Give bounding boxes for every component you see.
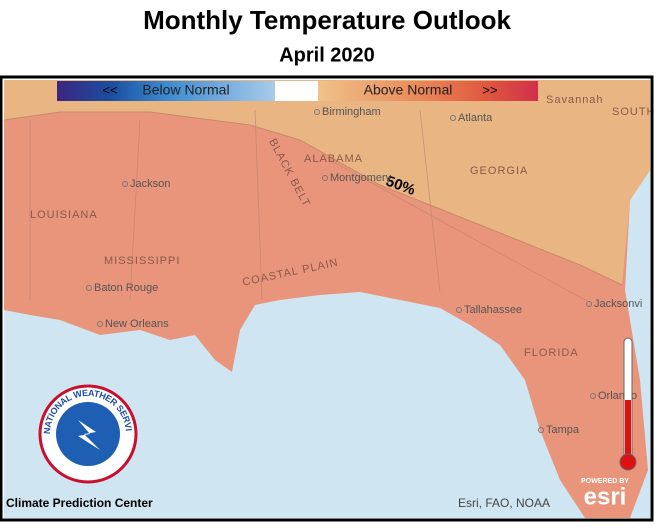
map-frame xyxy=(0,75,654,522)
legend-below xyxy=(57,81,275,101)
land-leaning xyxy=(4,80,650,285)
city-label: Tallahassee xyxy=(464,304,522,316)
esri-powered: POWERED BY xyxy=(581,478,629,485)
city-dot xyxy=(456,307,462,313)
city-dot xyxy=(322,175,328,181)
state-label: GEORGIA xyxy=(470,165,528,177)
credit-right: Esri, FAO, NOAA xyxy=(458,496,550,510)
city-label: Tampa xyxy=(546,424,580,436)
legend-above xyxy=(318,81,538,101)
city-label: Montgomery xyxy=(330,172,392,184)
thermometer-fill xyxy=(625,400,631,458)
city-label: New Orleans xyxy=(105,318,169,330)
city-label: Jackson xyxy=(130,178,170,190)
contour xyxy=(4,111,623,286)
city-label: Jacksonvi xyxy=(594,298,642,310)
subtitle: April 2020 xyxy=(279,44,375,66)
city-dot xyxy=(590,393,596,399)
legend-arrows: << xyxy=(102,82,117,97)
title: Monthly Temperature Outlook xyxy=(143,5,511,35)
city-label: Atlanta xyxy=(458,112,493,124)
city-label: Birmingham xyxy=(322,106,381,118)
state-label: Savannah xyxy=(546,94,604,106)
city-dot xyxy=(538,427,544,433)
state-label: FLORIDA xyxy=(524,347,579,359)
city-dot xyxy=(586,301,592,307)
city-dot xyxy=(450,115,456,121)
state-label: LOUISIANA xyxy=(30,209,98,221)
legend-arrows: >> xyxy=(482,82,497,97)
city-dot xyxy=(314,109,320,115)
credit-left: Climate Prediction Center xyxy=(6,496,153,510)
state-label: MISSISSIPPI xyxy=(104,255,180,267)
city-label: Baton Rouge xyxy=(94,282,158,294)
city-dot xyxy=(86,285,92,291)
legend-label: Below Normal xyxy=(142,82,229,98)
state-label: SOUTH CAROLI xyxy=(612,106,654,118)
thermometer-bulb xyxy=(619,453,637,471)
legend-label: Above Normal xyxy=(364,82,453,98)
city-dot xyxy=(122,181,128,187)
city-dot xyxy=(97,321,103,327)
state-label: ALABAMA xyxy=(304,153,363,165)
esri-logo: esri xyxy=(584,483,627,510)
legend-normal xyxy=(275,81,318,101)
